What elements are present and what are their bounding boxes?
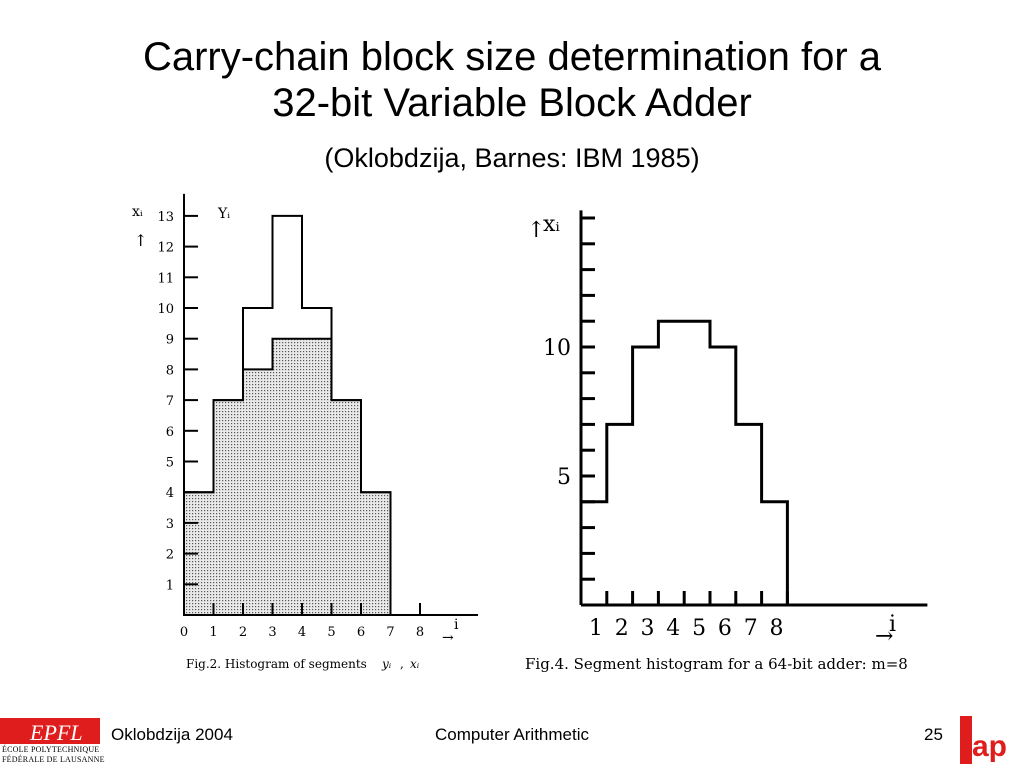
fig2-y-tick-label: 10 [157,302,174,317]
fig2-y-tick-label: 11 [157,271,174,286]
fig2-x-tick-label: 8 [416,625,424,640]
fig4-x-tick-label: 6 [718,616,732,641]
fig2-caption: Fig.2. Histogram of segments [186,657,367,671]
fig2-y-tick-label: 9 [166,333,174,348]
fig2-caption-var-x: xᵢ [410,657,420,671]
fig2-x-tick-label: 3 [268,625,276,640]
fig4-xlabel-arrow: → [875,624,893,649]
footer-course: Computer Arithmetic [435,725,589,744]
fig4-x-tick-label: 3 [641,616,655,641]
lap-logo-bar [960,716,972,764]
lap-logo-mark: ap [972,730,1007,763]
epfl-line-1: ÉCOLE POLYTECHNIQUE [2,745,100,754]
fig4-ylabel-arrow: ↑ [527,218,545,243]
fig2-xi-series [183,337,392,616]
fig2-x-tick-label: 5 [327,625,335,640]
title-line-1: Carry-chain block size determination for… [142,35,882,79]
lap-logo: ap [960,716,1007,764]
fig4-axes [579,210,928,607]
fig4-x-tick-label: 4 [666,616,680,641]
fig2-ylabel: xᵢ [132,204,143,220]
fig2-yi-outline [183,214,392,615]
fig2-ylabel2: Yᵢ [217,206,230,222]
fig4-y-ticks: 5 10 [543,216,595,581]
fig2-y-tick-label: 4 [166,486,174,501]
fig2-y-tick-label: 7 [166,394,174,409]
epfl-logo: EPFL [0,718,100,745]
title-line-2: 32-bit Variable Block Adder [272,81,752,125]
fig2-yi-series [183,214,392,615]
fig2-x-tick-label: 0 [180,625,188,640]
slide-subtitle: (Oklobdzija, Barnes: IBM 1985) [324,143,700,173]
slide-title: Carry-chain block size determination for… [0,34,1024,126]
fig2-y-tick-label: 8 [166,363,174,378]
epfl-logo-mark: EPFL [29,720,83,745]
fig2-caption-var-y: yᵢ [381,657,392,671]
fig4-y-tick-label: 5 [557,465,571,490]
fig2-y-tick-label: 1 [166,578,174,593]
epfl-line-2: FÉDÉRALE DE LAUSANNE [2,755,105,764]
fig4-x-tick-label: 5 [692,616,706,641]
fig2-ylabel-arrow: ↑ [134,231,147,250]
fig4-caption: Fig.4. Segment histogram for a 64-bit ad… [525,655,908,673]
footer-page-number: 25 [924,725,943,744]
fig2-caption-sep: , [400,657,404,671]
fig4-y-tick-label: 10 [543,336,571,361]
fig2-x-tick-label: 1 [209,625,217,640]
fig2-y-tick-label: 5 [166,456,174,471]
fig2-xlabel-arrow: → [442,630,454,646]
fig2-xi-area [183,337,392,616]
fig2-xlabel: i [454,617,459,633]
fig4-x-tick-label: 8 [770,616,784,641]
epfl-logo-bar [0,718,100,744]
fig2-x-tick-label: 4 [298,625,306,640]
fig4-xlabel: i [889,612,896,637]
fig2-y-tick-label: 6 [166,425,174,440]
fig2-y-tick-label: 13 [157,210,174,225]
fig2-y-tick-label: 2 [166,548,174,563]
fig2-y-tick-label: 12 [157,241,174,256]
fig2-x-tick-label: 2 [239,625,247,640]
fig4-xi-series [579,319,789,605]
fig2-y-tick-label: 3 [166,517,174,532]
fig4-xi-outline [579,319,789,605]
fig2-x-ticks: 0 1 2 3 4 5 6 7 8 [180,603,424,640]
fig4-ylabel: xᵢ [543,212,560,237]
fig2-x-tick-label: 7 [386,625,394,640]
fig4-x-tick-label: 1 [589,616,603,641]
fig2-x-tick-label: 6 [357,625,365,640]
footer-author: Oklobdzija 2004 [111,725,233,744]
fig4-x-tick-label: 2 [615,616,629,641]
fig4-x-tick-label: 7 [744,616,758,641]
